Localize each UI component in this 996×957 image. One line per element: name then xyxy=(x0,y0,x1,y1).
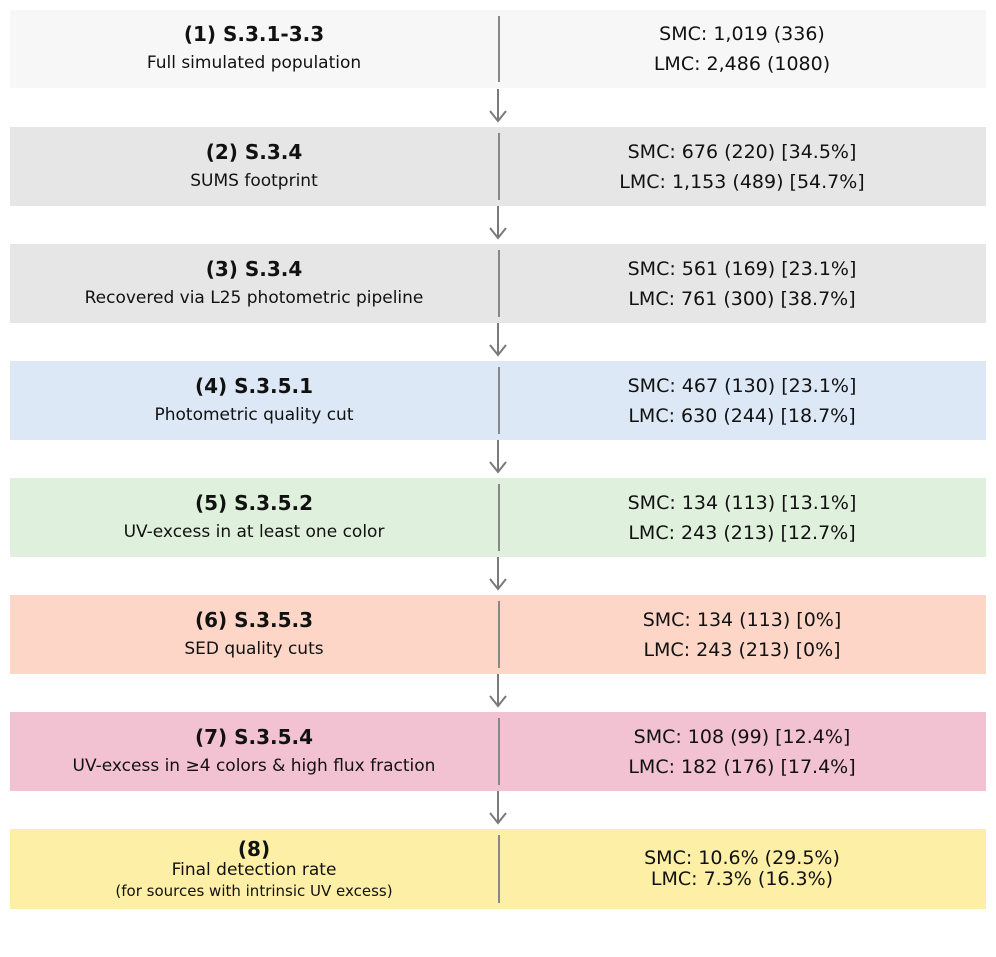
step-6-title: (6) S.3.5.3 xyxy=(194,607,314,632)
step-5-subtitle: UV-excess in at least one color xyxy=(123,521,385,542)
step-1-subtitle: Full simulated population xyxy=(146,53,362,73)
step-2-title: (2) S.3.4 xyxy=(205,139,303,164)
arrow-down-icon xyxy=(489,206,507,240)
step-8-box: (8) Final detection rate (for sources wi… xyxy=(10,829,986,909)
step-4-left: (4) S.3.5.1 Photometric quality cut xyxy=(10,361,498,440)
step-2-right: SMC: 676 (220) [34.5%] LMC: 1,153 (489) … xyxy=(498,127,986,206)
step-2-left: (2) S.3.4 SUMS footprint xyxy=(10,127,498,206)
step-3-right: SMC: 561 (169) [23.1%] LMC: 761 (300) [3… xyxy=(498,244,986,323)
arrow-down-icon xyxy=(489,323,507,357)
step-8-smc: SMC: 10.6% (29.5%) xyxy=(644,847,840,869)
step-5-box: (5) S.3.5.2 UV-excess in at least one co… xyxy=(10,478,986,557)
step-2-lmc: LMC: 1,153 (489) [54.7%] xyxy=(619,170,865,193)
step-3-subtitle: Recovered via L25 photometric pipeline xyxy=(84,287,424,308)
step-4-box: (4) S.3.5.1 Photometric quality cut SMC:… xyxy=(10,361,986,440)
step-7-divider xyxy=(498,718,500,785)
arrow-down-icon xyxy=(489,440,507,474)
step-1-divider xyxy=(498,16,500,82)
step-6-lmc: LMC: 243 (213) [0%] xyxy=(643,638,841,661)
step-7-smc: SMC: 108 (99) [12.4%] xyxy=(633,725,851,748)
step-6-right: SMC: 134 (113) [0%] LMC: 243 (213) [0%] xyxy=(498,595,986,674)
step-8-lmc: LMC: 7.3% (16.3%) xyxy=(650,868,834,890)
arrow-down-icon xyxy=(489,557,507,591)
step-1-right: SMC: 1,019 (336) LMC: 2,486 (1080) xyxy=(498,10,986,88)
step-7-right: SMC: 108 (99) [12.4%] LMC: 182 (176) [17… xyxy=(498,712,986,791)
step-6-divider xyxy=(498,601,500,668)
step-4-lmc: LMC: 630 (244) [18.7%] xyxy=(628,404,856,427)
step-5-left: (5) S.3.5.2 UV-excess in at least one co… xyxy=(10,478,498,557)
step-8-left: (8) Final detection rate (for sources wi… xyxy=(10,829,498,909)
arrow-down-icon xyxy=(489,791,507,825)
step-5-lmc: LMC: 243 (213) [12.7%] xyxy=(628,521,856,544)
step-6-box: (6) S.3.5.3 SED quality cuts SMC: 134 (1… xyxy=(10,595,986,674)
step-8-divider xyxy=(498,835,500,903)
step-4-subtitle: Photometric quality cut xyxy=(154,404,354,425)
step-2-box: (2) S.3.4 SUMS footprint SMC: 676 (220) … xyxy=(10,127,986,206)
step-6-left: (6) S.3.5.3 SED quality cuts xyxy=(10,595,498,674)
arrow-down-icon xyxy=(489,89,507,123)
step-1-left: (1) S.3.1-3.3 Full simulated population xyxy=(10,10,498,88)
step-6-subtitle: SED quality cuts xyxy=(184,638,324,659)
step-1-smc: SMC: 1,019 (336) xyxy=(659,23,825,45)
step-2-subtitle: SUMS footprint xyxy=(190,170,318,191)
step-6-smc: SMC: 134 (113) [0%] xyxy=(642,608,842,631)
step-2-smc: SMC: 676 (220) [34.5%] xyxy=(627,140,857,163)
step-8-note: (for sources with intrinsic UV excess) xyxy=(115,881,393,900)
step-3-title: (3) S.3.4 xyxy=(205,256,303,281)
step-8-right: SMC: 10.6% (29.5%) LMC: 7.3% (16.3%) xyxy=(498,829,986,909)
step-8-title: (8) xyxy=(237,836,271,861)
step-7-box: (7) S.3.5.4 UV-excess in ≥4 colors & hig… xyxy=(10,712,986,791)
step-2-divider xyxy=(498,133,500,200)
step-5-right: SMC: 134 (113) [13.1%] LMC: 243 (213) [1… xyxy=(498,478,986,557)
step-7-title: (7) S.3.5.4 xyxy=(194,724,314,749)
step-1-title: (1) S.3.1-3.3 xyxy=(183,22,325,46)
step-1-lmc: LMC: 2,486 (1080) xyxy=(653,53,831,75)
step-3-left: (3) S.3.4 Recovered via L25 photometric … xyxy=(10,244,498,323)
step-1-box: (1) S.3.1-3.3 Full simulated population … xyxy=(10,10,986,88)
step-4-divider xyxy=(498,367,500,434)
step-3-box: (3) S.3.4 Recovered via L25 photometric … xyxy=(10,244,986,323)
step-5-divider xyxy=(498,484,500,551)
step-3-divider xyxy=(498,250,500,317)
step-5-title: (5) S.3.5.2 xyxy=(194,490,314,515)
step-4-smc: SMC: 467 (130) [23.1%] xyxy=(627,374,857,397)
step-4-title: (4) S.3.5.1 xyxy=(194,373,314,398)
step-8-subtitle: Final detection rate xyxy=(171,859,337,880)
arrow-down-icon xyxy=(489,674,507,708)
step-4-right: SMC: 467 (130) [23.1%] LMC: 630 (244) [1… xyxy=(498,361,986,440)
step-7-left: (7) S.3.5.4 UV-excess in ≥4 colors & hig… xyxy=(10,712,498,791)
step-7-lmc: LMC: 182 (176) [17.4%] xyxy=(628,755,856,778)
step-5-smc: SMC: 134 (113) [13.1%] xyxy=(627,491,857,514)
step-3-lmc: LMC: 761 (300) [38.7%] xyxy=(628,287,856,310)
step-3-smc: SMC: 561 (169) [23.1%] xyxy=(627,257,857,280)
step-7-subtitle: UV-excess in ≥4 colors & high flux fract… xyxy=(72,755,436,776)
